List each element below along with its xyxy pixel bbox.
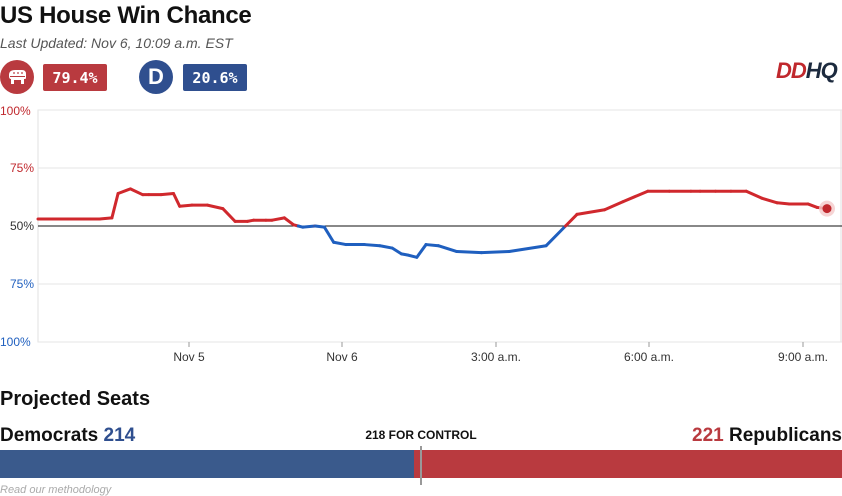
line-segment-11 <box>159 192 176 197</box>
line-segment-41 <box>479 250 511 255</box>
x-tick-nov6: Nov 6 <box>326 350 358 364</box>
ddhq-logo: DDHQ <box>776 58 838 83</box>
line-segment-46 <box>603 200 625 212</box>
line-segment-56 <box>775 201 791 206</box>
chart-grid <box>37 109 842 347</box>
democrats-seat-count: 214 <box>103 425 136 446</box>
line-segment-42 <box>507 244 548 254</box>
line-segment-47 <box>621 189 650 204</box>
y-tick-75-dem: 75% <box>10 277 35 291</box>
end-marker-dot <box>822 204 832 214</box>
line-segment-55 <box>760 196 779 205</box>
democrats-seats-label: Democrats 214 <box>0 425 136 446</box>
republicans-seat-count: 221 <box>692 425 724 446</box>
line-segment-40 <box>455 250 483 255</box>
y-tick-100-dem: 100% <box>0 335 31 349</box>
republicans-seats-label: 221 Republicans <box>692 425 842 446</box>
line-segment-6 <box>110 192 120 220</box>
line-segment-12 <box>172 192 182 208</box>
line-segment-44 <box>564 212 579 228</box>
republican-chance-badge: 79.4% <box>43 64 107 91</box>
line-segment-59 <box>806 202 819 209</box>
projected-seats-title: Projected Seats <box>0 388 151 410</box>
page-title: US House Win Chance <box>0 2 252 29</box>
chart-end-marker <box>819 200 835 217</box>
x-tick-6am: 6:00 a.m. <box>623 350 675 364</box>
line-segment-22 <box>282 216 296 227</box>
line-segment-30 <box>332 240 348 247</box>
line-segment-21 <box>270 216 286 222</box>
x-tick-nov5: Nov 5 <box>173 350 205 364</box>
line-segment-29 <box>322 225 336 244</box>
line-segment-36 <box>406 253 419 259</box>
republican-elephant-icon <box>0 60 34 94</box>
x-tick-3am: 3:00 a.m. <box>470 350 522 364</box>
line-segment-38 <box>424 243 440 248</box>
chart-lines <box>36 187 829 259</box>
line-segment-43 <box>544 224 568 248</box>
line-segment-45 <box>575 208 607 216</box>
republicans-seat-bar <box>414 450 842 478</box>
line-segment-28 <box>313 224 326 229</box>
x-tick-9am: 9:00 a.m. <box>777 350 829 364</box>
line-segment-32 <box>362 243 382 248</box>
democrat-d-icon: D <box>139 60 173 94</box>
line-segment-7 <box>116 187 132 196</box>
methodology-link[interactable]: Read our methodology <box>0 484 112 496</box>
y-tick-50: 50% <box>10 219 35 233</box>
line-segment-15 <box>205 203 225 211</box>
last-updated: Last Updated: Nov 6, 10:09 a.m. EST <box>0 35 233 51</box>
win-chance-chart <box>36 109 842 347</box>
democrats-seat-bar <box>0 450 415 478</box>
control-threshold-label: 218 FOR CONTROL <box>365 428 477 442</box>
y-tick-75-rep: 75% <box>10 161 35 175</box>
line-segment-8 <box>128 187 145 197</box>
line-segment-25 <box>301 224 317 229</box>
line-segment-39 <box>436 244 459 254</box>
line-segment-16 <box>221 207 237 223</box>
line-segment-13 <box>178 203 194 208</box>
line-segment-5 <box>98 216 114 221</box>
line-segment-54 <box>744 189 764 200</box>
control-threshold-line <box>420 446 422 485</box>
line-segment-37 <box>415 243 428 259</box>
line-segment-34 <box>390 246 403 256</box>
y-tick-100-rep: 100% <box>0 104 31 118</box>
democrat-chance-badge: 20.6% <box>183 64 247 91</box>
line-segment-33 <box>378 244 394 250</box>
